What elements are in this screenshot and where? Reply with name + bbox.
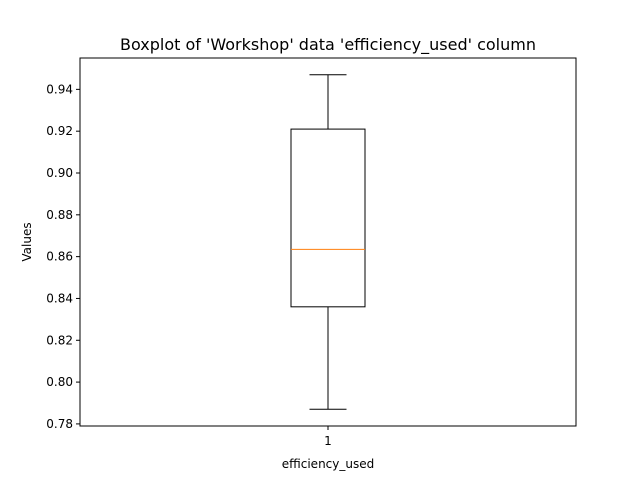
- x-axis-label: efficiency_used: [282, 457, 374, 471]
- y-tick-label: 0.94: [46, 82, 73, 96]
- y-tick-label: 0.86: [46, 250, 73, 264]
- y-tick-label: 0.90: [46, 166, 73, 180]
- plot-frame: [79, 57, 577, 427]
- x-tick-label: 1: [324, 434, 332, 448]
- y-tick-label: 0.88: [46, 208, 73, 222]
- y-tick-label: 0.92: [46, 124, 73, 138]
- y-tick-label: 0.78: [46, 417, 73, 431]
- chart-title: Boxplot of 'Workshop' data 'efficiency_u…: [120, 35, 536, 55]
- y-tick-label: 0.84: [46, 291, 73, 305]
- y-axis-label: Values: [20, 222, 34, 261]
- box-iqr: [290, 128, 366, 308]
- plot-area: 0.78 0.80 0.82 0.84 0.86 0.88 0.90 0.92 0.94 1: [46, 74, 366, 448]
- y-tick-label: 0.82: [46, 333, 73, 347]
- y-tick-label: 0.80: [46, 375, 73, 389]
